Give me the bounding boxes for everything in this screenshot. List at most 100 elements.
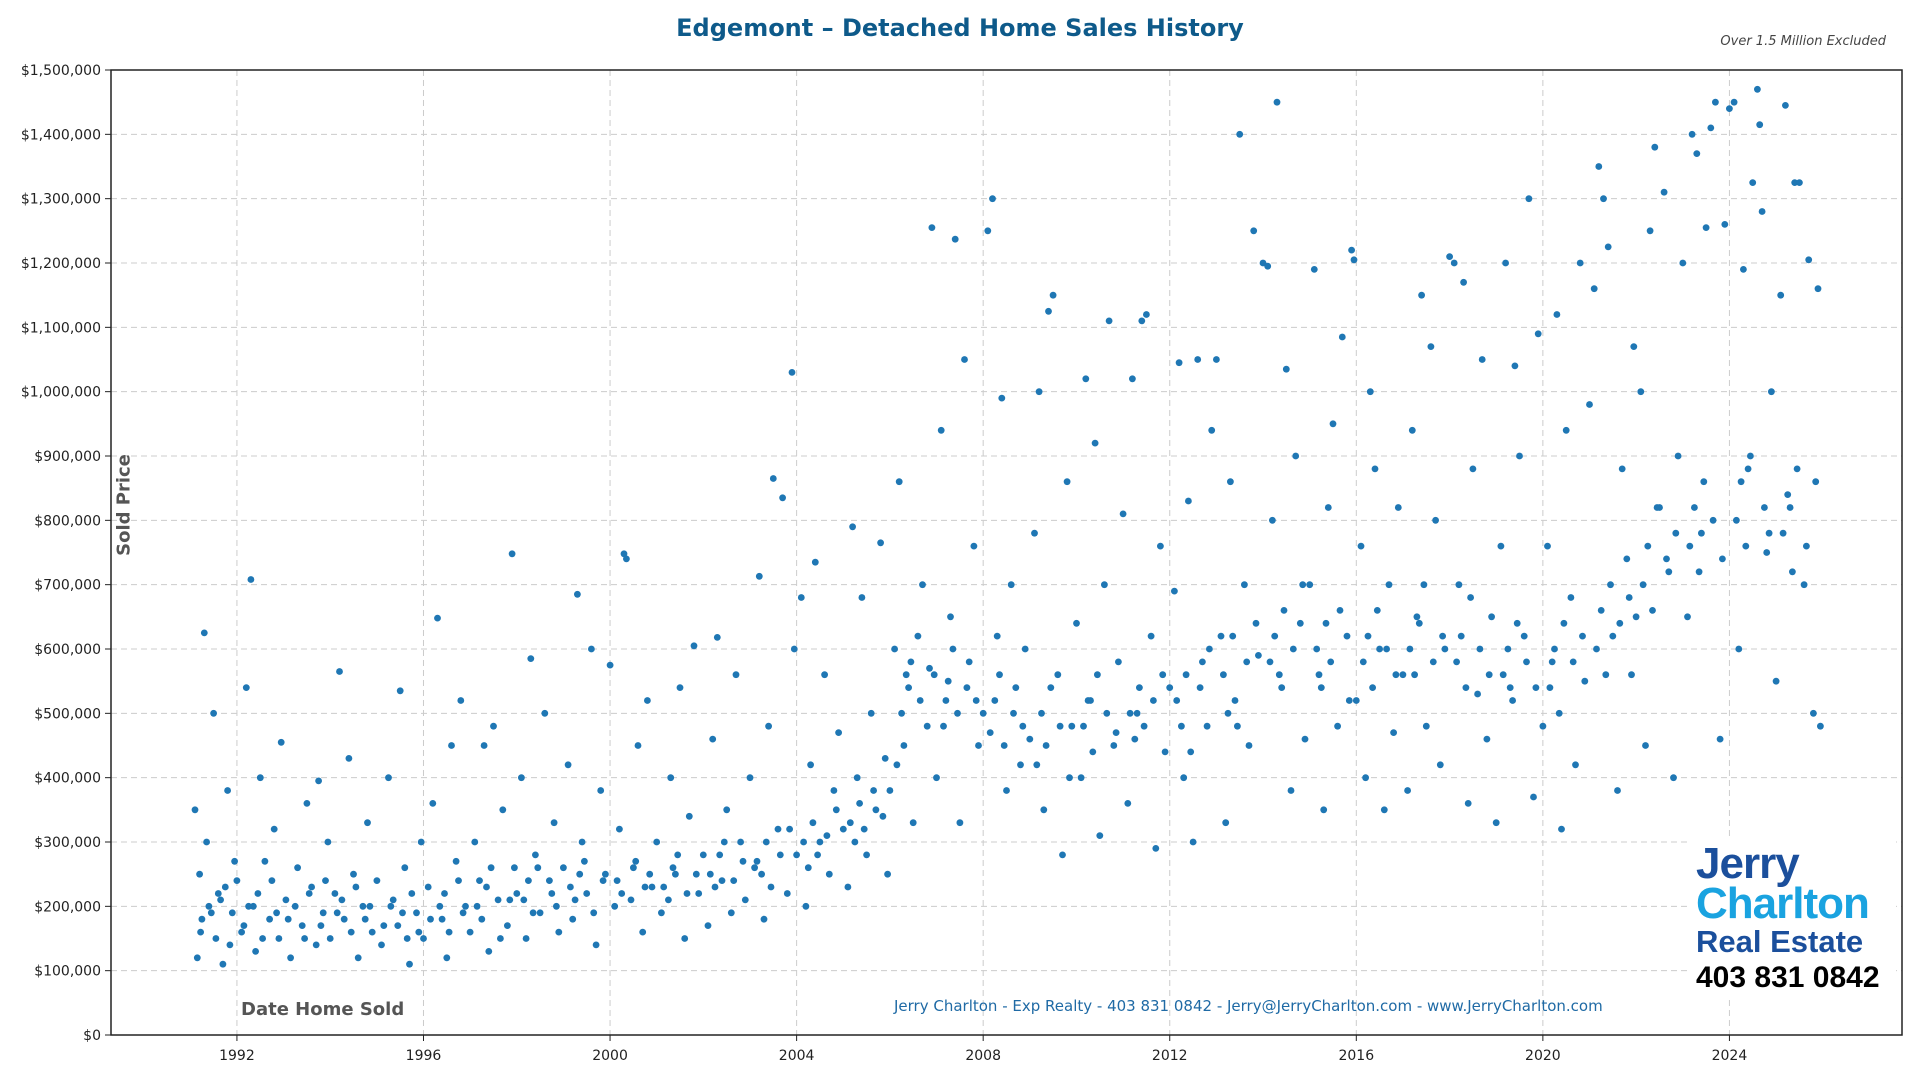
data-point xyxy=(1607,581,1614,589)
data-point xyxy=(245,902,253,910)
data-point xyxy=(713,634,721,641)
data-point xyxy=(672,870,679,878)
data-point xyxy=(1453,658,1460,666)
x-axis-ticks: 1992 1996 2000 2004 2008 2012 2016 2020 2024 xyxy=(219,1035,1747,1064)
data-point xyxy=(212,935,220,942)
data-point xyxy=(979,709,987,717)
data-point xyxy=(1716,735,1724,743)
data-point xyxy=(247,576,255,583)
data-point xyxy=(951,235,959,243)
data-point xyxy=(1271,632,1279,640)
data-point xyxy=(942,697,950,704)
data-point xyxy=(916,697,924,704)
data-point xyxy=(825,870,833,878)
data-point xyxy=(494,896,502,904)
data-point xyxy=(879,812,887,820)
data-point xyxy=(1042,742,1050,749)
data-point xyxy=(1266,658,1274,666)
data-point xyxy=(1644,542,1652,550)
data-point xyxy=(851,838,859,846)
data-point xyxy=(1660,188,1668,196)
y-tick-label: $300,000 xyxy=(34,835,101,851)
data-point xyxy=(1338,333,1346,341)
data-point xyxy=(727,909,735,917)
data-point xyxy=(1157,542,1164,550)
data-point xyxy=(380,922,388,929)
data-point xyxy=(319,909,327,917)
data-point xyxy=(1147,632,1155,640)
data-point xyxy=(569,915,577,923)
data-point xyxy=(1499,671,1507,679)
data-point xyxy=(618,890,626,897)
data-point xyxy=(644,697,651,704)
data-point xyxy=(1380,806,1388,814)
data-point xyxy=(1742,542,1750,550)
data-point xyxy=(1047,684,1055,691)
data-point xyxy=(1366,388,1374,396)
data-point xyxy=(1544,542,1551,550)
data-point xyxy=(737,838,744,846)
data-point xyxy=(1546,684,1554,691)
data-point xyxy=(1817,722,1824,730)
data-point xyxy=(1450,259,1458,267)
data-point xyxy=(692,870,700,878)
data-point xyxy=(581,857,588,865)
data-point xyxy=(466,928,474,936)
data-point xyxy=(1485,671,1493,679)
data-point xyxy=(1362,774,1369,782)
data-point xyxy=(716,851,724,859)
data-point xyxy=(1709,516,1717,524)
data-point xyxy=(1345,697,1353,704)
data-point xyxy=(1385,581,1393,589)
data-point xyxy=(1289,645,1297,653)
data-point xyxy=(1112,729,1120,736)
data-point xyxy=(242,684,250,691)
data-point xyxy=(832,806,840,814)
data-point xyxy=(1483,735,1491,743)
data-point xyxy=(1679,259,1687,267)
data-point xyxy=(972,697,980,704)
data-point xyxy=(198,915,206,923)
data-point xyxy=(590,909,598,917)
data-point xyxy=(804,864,812,872)
data-point xyxy=(1199,658,1206,666)
data-point xyxy=(1077,774,1085,782)
x-tick-label: 2020 xyxy=(1525,1048,1561,1064)
data-point xyxy=(863,851,870,859)
data-point xyxy=(1803,542,1810,550)
data-point xyxy=(1359,658,1367,666)
data-point xyxy=(993,632,1001,640)
data-point xyxy=(413,909,420,917)
data-point xyxy=(550,819,558,827)
data-point xyxy=(207,909,215,917)
y-tick-label: $1,300,000 xyxy=(21,192,101,208)
data-point xyxy=(378,941,385,949)
data-point xyxy=(513,890,521,897)
data-point xyxy=(1532,684,1540,691)
data-point xyxy=(1609,632,1617,640)
data-point xyxy=(760,915,768,923)
data-point xyxy=(324,838,332,846)
data-point xyxy=(853,774,861,782)
data-point xyxy=(1789,568,1796,576)
data-point xyxy=(872,806,880,814)
data-point xyxy=(228,909,236,917)
data-point xyxy=(1691,504,1698,511)
data-point xyxy=(366,902,374,910)
y-tick-label: $1,000,000 xyxy=(21,385,101,401)
data-point xyxy=(252,948,259,955)
data-point xyxy=(508,550,516,558)
data-point xyxy=(193,954,201,962)
data-point xyxy=(564,761,572,769)
data-point xyxy=(588,645,595,653)
data-point xyxy=(769,475,777,482)
grid-lines xyxy=(111,70,1902,1035)
data-point xyxy=(1637,388,1645,396)
data-point xyxy=(441,890,448,897)
data-point xyxy=(765,722,772,730)
data-point xyxy=(487,864,495,872)
y-tick-label: $800,000 xyxy=(34,513,101,529)
data-point xyxy=(196,870,204,878)
data-point xyxy=(1017,761,1024,769)
data-point xyxy=(886,787,894,794)
